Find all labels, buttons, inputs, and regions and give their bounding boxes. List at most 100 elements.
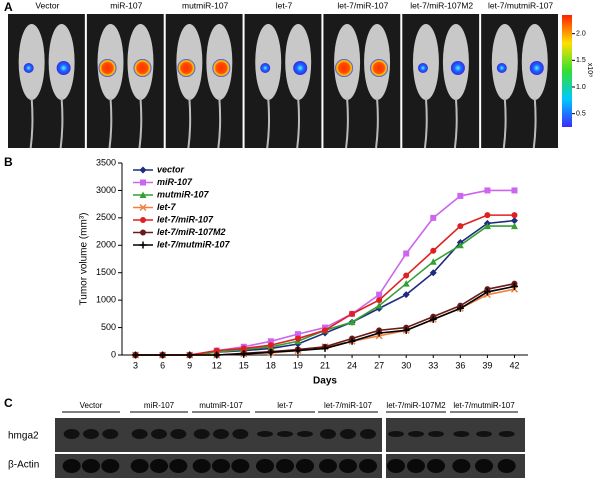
group-label: Vector [80,401,103,410]
band [340,429,356,439]
marker [510,222,518,230]
x-tick-label: 42 [509,360,519,370]
marker [402,280,410,287]
band [407,459,425,473]
group-label: mutmiR-107 [182,0,229,10]
marker [267,342,274,349]
marker [484,187,491,194]
marker [348,337,356,345]
y-tick-label: 0 [111,349,116,359]
group-label: let-7/miR-107M2 [410,0,473,10]
marker [483,288,491,296]
band [232,429,249,439]
band [320,429,336,439]
marker [510,217,518,225]
image-panel [244,14,322,148]
signal [529,61,544,75]
panel-letter: B [4,155,13,169]
marker [139,191,147,198]
marker [186,351,194,359]
x-tick-label: 33 [428,360,438,370]
y-tick-label: 1000 [96,295,116,305]
signal [98,59,117,77]
signal [496,63,507,73]
x-tick-label: 15 [239,360,249,370]
y-axis-label: Tumor volume (mm³) [79,213,90,306]
marker [484,212,491,219]
signal [335,59,354,77]
mouse-tail [532,97,537,149]
group-label: let-7/miR-107 [324,401,373,410]
band [360,429,376,439]
band [428,431,444,437]
marker [139,241,147,249]
mouse-tail [375,97,379,149]
mouse-tail [266,97,271,149]
group-label: miR-107 [144,401,175,410]
band [213,429,229,439]
marker [430,247,437,254]
mouse [412,24,439,100]
band [319,459,337,473]
panel-letter: A [4,0,13,14]
marker [511,187,518,194]
marker [321,344,329,352]
image-panel [481,14,558,148]
x-tick-label: 30 [401,360,411,370]
marker [430,214,437,221]
band [339,459,357,473]
marker [511,212,518,219]
legend-label: miR-107 [157,177,193,187]
band [257,431,273,437]
band [388,431,404,437]
mouse [18,24,45,100]
band [82,459,100,473]
mouse-tail [502,97,507,149]
x-tick-label: 9 [187,360,192,370]
signal [23,63,34,73]
legend-label: let-7/miR-107 [157,214,214,224]
y-tick-label: 3500 [96,157,116,167]
marker [457,192,464,199]
band [63,429,80,439]
x-tick-label: 6 [160,360,165,370]
marker [294,335,301,342]
group-label: let-7/mutmiR-107 [488,0,553,10]
mouse-tail [108,97,113,149]
x-tick-label: 27 [374,360,384,370]
signal [212,59,231,77]
image-panel [8,14,85,148]
band [476,431,492,437]
image-panel [165,14,243,148]
group-label: Vector [35,0,59,10]
marker [159,351,167,359]
marker [376,297,383,304]
colorbar [562,15,572,127]
signal [450,61,465,75]
band [427,459,445,473]
group-label: let-7 [276,0,293,10]
marker [139,203,147,212]
y-tick-label: 3000 [96,185,116,195]
band [296,459,314,473]
band [359,459,377,473]
band [192,459,211,473]
marker [402,291,410,299]
marker [457,223,464,230]
marker [510,282,518,290]
marker [403,250,410,257]
y-tick-label: 500 [101,322,116,332]
band [131,429,148,439]
marker [139,166,147,174]
band [408,431,424,437]
y-tick-label: 2500 [96,212,116,222]
row-label: hmga2 [8,431,39,442]
band [277,431,293,437]
image-panel [86,14,164,148]
x-tick-label: 24 [347,360,357,370]
group-label: let-7/miR-107M2 [386,401,446,410]
row-label: β-Actin [8,460,39,471]
marker [213,351,221,359]
x-axis-label: Days [313,376,337,387]
